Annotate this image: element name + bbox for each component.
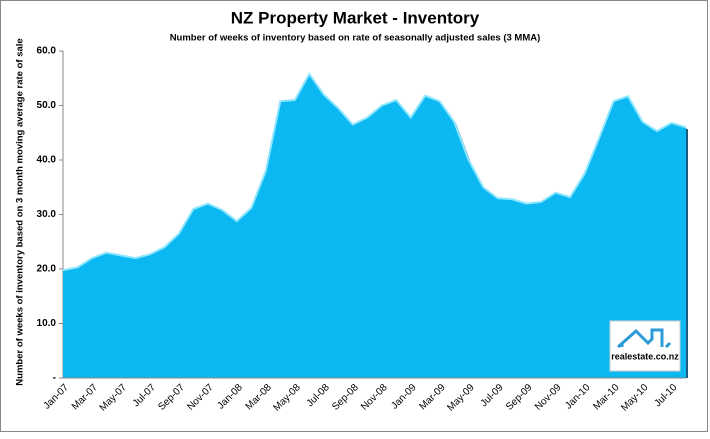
logo-icon: [617, 328, 672, 349]
y-tick-label: 10.0: [37, 318, 57, 329]
logo: realestate.co.nz: [609, 320, 681, 372]
y-tick-label: -: [53, 373, 56, 384]
chart-title: NZ Property Market - Inventory: [231, 8, 480, 27]
chart-subtitle: Number of weeks of inventory based on ra…: [170, 33, 541, 44]
logo-text: realestate.co.nz: [611, 351, 679, 361]
y-tick-label: 30.0: [37, 209, 57, 220]
y-tick-label: 40.0: [37, 155, 57, 166]
y-axis-title: Number of weeks of inventory based on 3 …: [15, 38, 26, 385]
area: [63, 73, 686, 378]
y-tick-label: 50.0: [37, 100, 57, 111]
y-tick-label: 60.0: [37, 46, 57, 57]
y-tick-label: 20.0: [37, 264, 57, 275]
area-edge: [62, 72, 687, 272]
